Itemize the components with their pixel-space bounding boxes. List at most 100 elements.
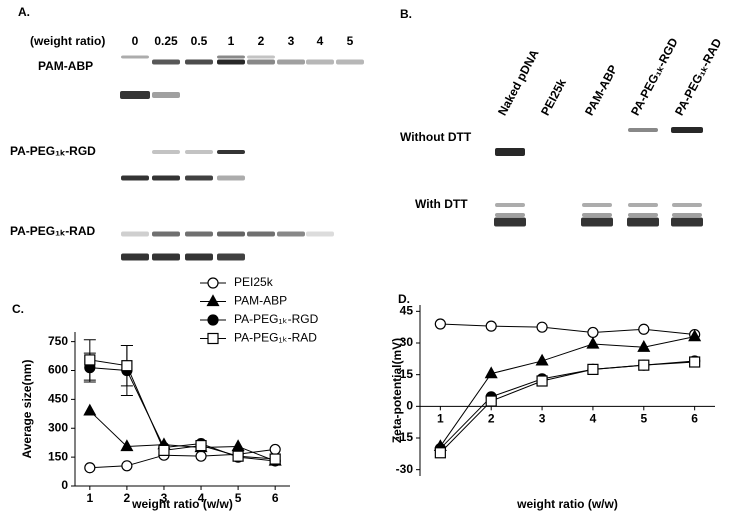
x-tick-label: 2 <box>124 491 131 505</box>
row-label: PA-PEG₁ₖ-RAD <box>10 224 96 238</box>
y-axis-title: Average size(nm) <box>20 360 34 459</box>
panel-label: B. <box>400 7 412 21</box>
series-line <box>439 336 695 447</box>
gel-band <box>185 59 213 65</box>
gel-band <box>672 203 702 207</box>
point <box>269 453 281 465</box>
gel-a: A. (weight ratio) PAM-ABP PA-PEG₁ₖ-RGD P… <box>10 5 105 238</box>
x-tick-label: 2 <box>488 412 495 426</box>
gel-band <box>152 231 180 237</box>
ratio-label: 0 <box>132 34 139 48</box>
point <box>195 450 207 462</box>
row-label: PA-PEG₁ₖ-RGD <box>10 144 96 158</box>
gel-band <box>121 175 149 181</box>
point <box>587 326 599 339</box>
point <box>689 356 701 368</box>
gel-band <box>582 213 612 217</box>
point <box>536 321 548 333</box>
gel-band <box>152 175 180 181</box>
x-tick-label: 6 <box>691 412 698 426</box>
y-axis-title: Zeta-potential(mV) <box>390 338 404 443</box>
y-tick-label: 0 <box>61 478 68 492</box>
gel-band <box>494 217 526 227</box>
lane-label: PAM-ABP <box>582 63 620 118</box>
gel-band <box>628 128 658 132</box>
point <box>536 375 548 387</box>
lane-label: Naked pDNA <box>495 47 542 118</box>
x-tick-label: 5 <box>235 491 242 505</box>
gel-band <box>217 150 245 154</box>
gel-band <box>247 59 275 65</box>
x-tick-label: 6 <box>272 491 279 505</box>
series-line <box>440 323 695 336</box>
gel-band <box>185 231 213 237</box>
x-tick-label: 4 <box>590 412 597 426</box>
panel-label: D. <box>398 292 410 306</box>
point <box>231 439 245 452</box>
gel-band <box>247 55 275 59</box>
legend-label: PEI25k <box>234 275 274 289</box>
gel-band <box>306 231 334 237</box>
gel-band <box>671 217 703 227</box>
gel-band <box>120 91 150 99</box>
gel-band <box>217 59 245 65</box>
gel-band <box>495 148 525 156</box>
point <box>84 354 96 366</box>
lane-label: PA-PEG₁ₖ-RAD <box>672 36 725 118</box>
row-label: Without DTT <box>400 130 472 144</box>
x-tick-label: 5 <box>640 412 647 426</box>
point <box>484 366 498 379</box>
gel-band <box>247 231 275 237</box>
x-tick-label: 1 <box>437 412 444 426</box>
gel-band <box>152 253 180 261</box>
row-label: PAM-ABP <box>38 59 93 73</box>
lane-label: PA-PEG₁ₖ-RGD <box>628 35 681 118</box>
gel-band <box>336 59 364 65</box>
y-tick-label: 150 <box>48 449 68 463</box>
legend-marker <box>207 314 219 326</box>
y-tick-label: 45 <box>400 304 414 318</box>
gel-band <box>152 150 180 154</box>
ratio-label: 1 <box>228 34 235 48</box>
legend-marker <box>206 294 220 307</box>
point <box>587 363 599 375</box>
chart: C. Average size(nm) weight ratio (w/w) 0 150… <box>12 275 319 511</box>
row-label: With DTT <box>415 197 468 211</box>
y-tick-label: -30 <box>396 462 414 476</box>
series-line <box>439 360 695 449</box>
legend-label: PA-PEG₁ₖ-RGD <box>234 312 319 326</box>
gel-band <box>185 175 213 181</box>
chart: D. Zeta-potential(mV) weight ratio (w/w) -3… <box>390 292 715 511</box>
legend-label: PA-PEG₁ₖ-RAD <box>234 331 317 345</box>
gel-band <box>627 217 659 227</box>
series-line <box>439 361 695 454</box>
y-tick-label: 30 <box>400 335 414 349</box>
series-line <box>89 359 276 460</box>
gel-band <box>121 55 149 59</box>
point <box>434 447 446 459</box>
gel-b: B. Without DTT With DTT <box>400 7 472 211</box>
point <box>83 403 97 416</box>
gel-band <box>217 253 245 261</box>
point <box>586 336 600 349</box>
point <box>195 439 207 452</box>
gel-band <box>277 231 305 237</box>
point <box>158 444 170 456</box>
gel-band <box>217 231 245 237</box>
series-line <box>89 448 276 469</box>
gel-band <box>672 213 702 217</box>
point <box>637 339 651 352</box>
x-tick-label: 3 <box>161 491 168 505</box>
point <box>84 462 96 474</box>
gel-band <box>277 59 305 65</box>
gel-band <box>152 92 180 98</box>
point <box>232 450 244 462</box>
gel-band <box>121 231 149 237</box>
y-tick-label: -15 <box>396 430 414 444</box>
gel-band <box>495 203 525 207</box>
ratio-label: 2 <box>258 34 265 48</box>
gel-band <box>628 203 658 207</box>
gel-band <box>152 59 180 65</box>
gel-band <box>217 55 245 59</box>
